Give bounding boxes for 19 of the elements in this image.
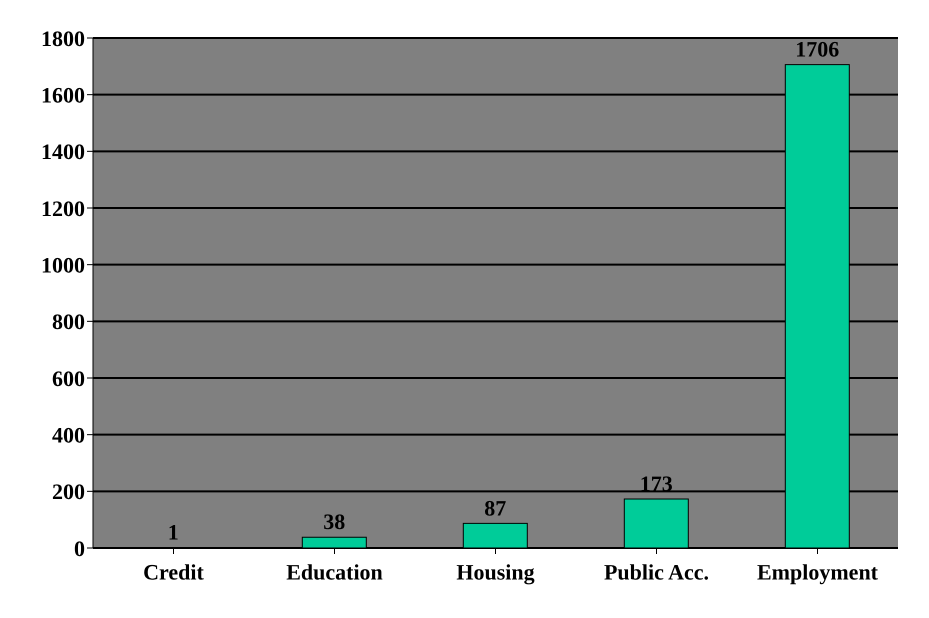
y-tick-label: 1800 bbox=[41, 26, 85, 51]
y-tick-label: 1200 bbox=[41, 196, 85, 221]
data-label: 38 bbox=[323, 509, 346, 534]
x-tick-label: Employment bbox=[757, 560, 879, 585]
y-tick-label: 400 bbox=[52, 422, 85, 448]
x-tick-label: Education bbox=[286, 560, 383, 585]
x-tick-label: Housing bbox=[456, 560, 535, 585]
data-label: 87 bbox=[484, 495, 506, 520]
x-tick-label: Public Acc. bbox=[604, 560, 710, 585]
y-tick-label: 1600 bbox=[41, 82, 85, 108]
y-tick-label: 600 bbox=[52, 366, 85, 391]
y-tick-label: 1000 bbox=[41, 252, 85, 278]
data-label: 1 bbox=[168, 520, 179, 545]
y-tick-label: 1400 bbox=[41, 139, 85, 164]
y-tick-label: 200 bbox=[52, 479, 85, 504]
y-tick-label: 800 bbox=[52, 309, 85, 334]
y-tick-label: 0 bbox=[74, 536, 85, 561]
x-tick-label: Credit bbox=[143, 560, 205, 585]
data-label: 1706 bbox=[795, 36, 840, 62]
